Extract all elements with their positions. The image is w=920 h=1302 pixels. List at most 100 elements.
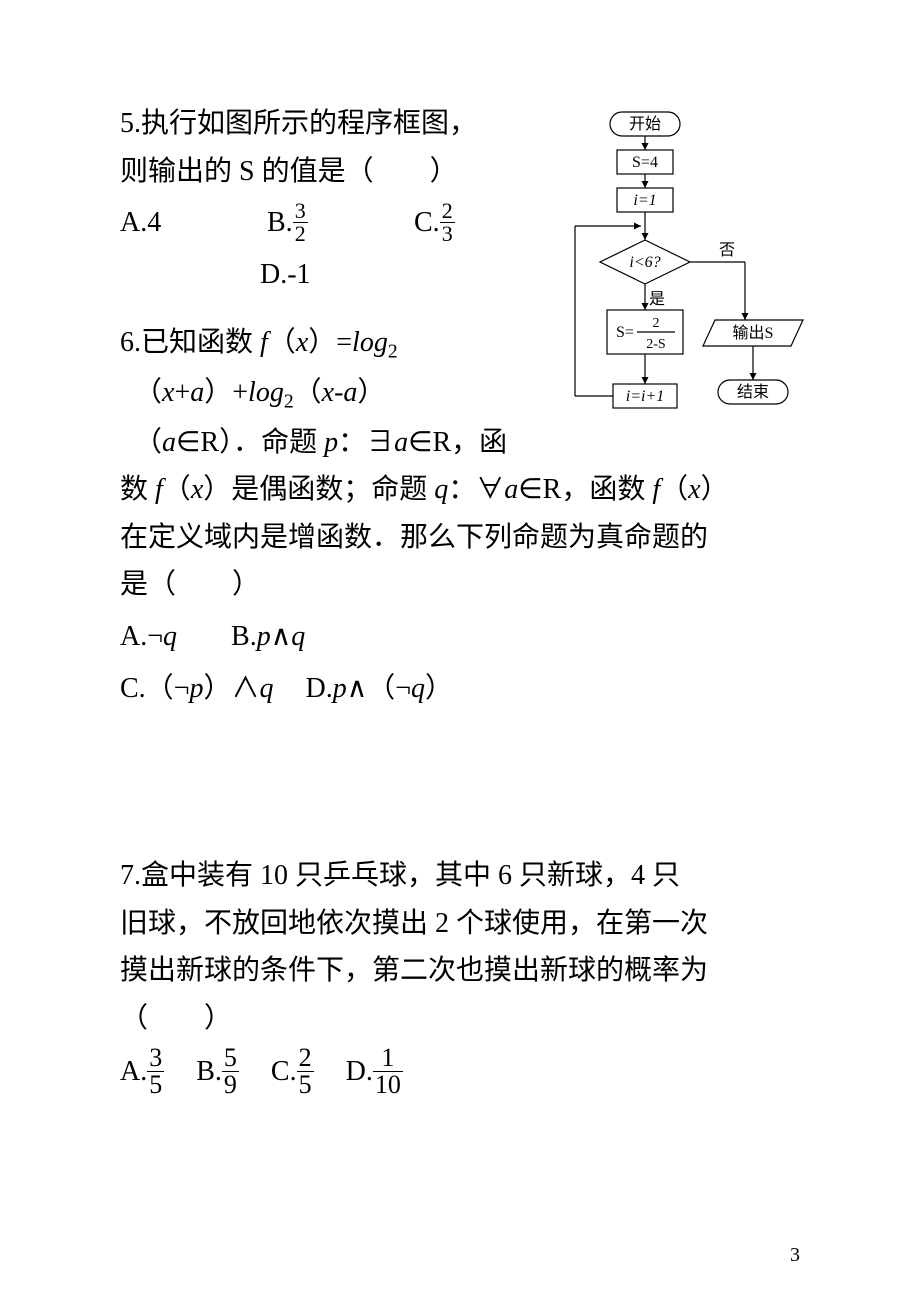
q6-l2-f: log xyxy=(248,377,284,408)
q6-options-row1: A.¬q B.p∧q xyxy=(120,613,810,661)
q6-l4-f: q xyxy=(434,474,448,505)
q7-d-frac: 110 xyxy=(373,1045,403,1098)
q6-l1-g: 2 xyxy=(388,341,398,362)
page-content: 5.执行如图所示的程序框图， 则输出的 S 的值是（ ） A.4 B.32 C.… xyxy=(0,0,920,1100)
q7-c-num: 2 xyxy=(297,1045,314,1072)
q7-line3: 摸出新球的条件下，第二次也摸出新球的概率为 xyxy=(120,947,810,995)
q7-options: A.35 B.59 C.25 D.110 xyxy=(120,1047,810,1100)
q5-b-num: 3 xyxy=(293,200,308,223)
q7-c-frac: 25 xyxy=(297,1045,314,1098)
fc-s-num: 2 xyxy=(653,316,660,331)
q6-l1-f: log xyxy=(352,327,388,358)
q6-l1-a: 6.已知函数 xyxy=(120,327,260,358)
q7-c-pre: C. xyxy=(271,1056,297,1087)
q5-c-label: C. xyxy=(414,207,440,238)
q5-b-frac: 32 xyxy=(293,200,308,245)
fc-no: 否 xyxy=(719,242,735,259)
q7-b-den: 9 xyxy=(222,1072,239,1098)
q6-l1-e: ）= xyxy=(308,327,352,358)
q6-l3-e: ：∃ xyxy=(338,427,394,458)
fc-yes: 是 xyxy=(649,291,665,308)
fc-s-pre: S= xyxy=(616,324,634,341)
q6-l3-b: a xyxy=(162,427,176,458)
q6-l2-a: （ xyxy=(134,377,162,408)
q6-l2-l: ） xyxy=(357,377,385,408)
fc-s-init: S=4 xyxy=(632,154,658,171)
q6-c-mid: ）∧ xyxy=(203,673,259,704)
question-5: 5.执行如图所示的程序框图， 则输出的 S 的值是（ ） A.4 B.32 C.… xyxy=(120,100,540,299)
q7-a-den: 5 xyxy=(147,1072,164,1098)
q7-b-pre: B. xyxy=(196,1056,222,1087)
q6-l3-d: p xyxy=(324,427,338,458)
q6-c-neg: ¬ xyxy=(174,673,190,704)
fc-i-inc: i=i+1 xyxy=(626,388,664,405)
q6-l2-i: x xyxy=(322,377,334,408)
fc-output: 输出S xyxy=(733,324,774,342)
q6-b-and: ∧ xyxy=(271,621,292,652)
q5-option-d: D.-1 xyxy=(260,251,540,299)
q5-c-num: 2 xyxy=(440,200,455,223)
q5-d-label: D. xyxy=(260,259,287,290)
flowchart-diagram: 开始 S=4 i=1 i<6? 否 输出S 结束 是 xyxy=(555,110,815,445)
q7-line2: 旧球，不放回地依次摸出 2 个球使用，在第一次 xyxy=(120,900,810,948)
fc-s-den: 2-S xyxy=(646,337,665,352)
q6-l4-e: ）是偶函数；命题 xyxy=(203,474,434,505)
q6-l3-c: ∈R）．命题 xyxy=(176,427,324,458)
q6-b-p: p xyxy=(257,621,271,652)
q6-l1-d: x xyxy=(296,327,308,358)
q6-line5: 在定义域内是增函数．那么下列命题为真命题的 xyxy=(120,514,810,562)
q6-line4: 数 f（x）是偶函数；命题 q：∀a∈R，函数 f（x） xyxy=(120,466,810,514)
q7-a-num: 3 xyxy=(147,1045,164,1072)
q5-option-c: C.23 xyxy=(414,199,455,247)
q5-c-frac: 23 xyxy=(440,200,455,245)
q6-l4-g: ：∀ xyxy=(448,474,504,505)
q6-l4-m: ） xyxy=(701,474,729,505)
q6-l2-j: - xyxy=(334,377,343,408)
q6-c-q: q xyxy=(260,673,274,704)
q6-b-q: q xyxy=(291,621,305,652)
q5-b-label: B. xyxy=(267,207,293,238)
q5-option-a: A.4 xyxy=(120,199,260,247)
q6-a-q: q xyxy=(163,621,177,652)
q6-l3-f: a xyxy=(394,427,408,458)
q5-a-label: A. xyxy=(120,207,147,238)
q6-c-pre: C.（ xyxy=(120,673,174,704)
q6-a-neg: ¬ xyxy=(147,621,163,652)
fc-cond: i<6? xyxy=(629,254,660,271)
q6-l4-b: f xyxy=(155,474,163,505)
q6-l4-d: x xyxy=(191,474,203,505)
q6-d-pre: D. xyxy=(306,673,333,704)
q6-l4-k: （ xyxy=(660,474,688,505)
q5-options-row1: A.4 B.32 C.23 xyxy=(120,199,540,247)
q6-l4-l: x xyxy=(688,474,700,505)
q6-l4-i: ∈R，函数 xyxy=(518,474,652,505)
q5-b-den: 2 xyxy=(293,223,308,245)
q5-stem-line2: 则输出的 S 的值是（ ） xyxy=(120,148,540,196)
q7-b-frac: 59 xyxy=(222,1045,239,1098)
q6-line1: 6.已知函数 f（x）=log2 xyxy=(120,319,540,369)
q6-l2-e: ）+ xyxy=(204,377,248,408)
q6-line6: 是（ ） xyxy=(120,561,810,609)
q6-options-row2: C.（¬p）∧q D.p∧（¬q） xyxy=(120,665,810,713)
q7-a-pre: A. xyxy=(120,1056,147,1087)
q6-l1-c: （ xyxy=(268,327,296,358)
q6-l4-a: 数 xyxy=(120,474,155,505)
q6-l2-c: + xyxy=(174,377,190,408)
q6-d-end: ） xyxy=(425,673,453,704)
fc-end: 结束 xyxy=(737,383,769,401)
q6-l2-h: （ xyxy=(294,377,322,408)
q7-line1: 7.盒中装有 10 只乒乓球，其中 6 只新球，4 只 xyxy=(120,852,810,900)
fc-i-init: i=1 xyxy=(633,192,656,209)
q6-b-pre: B. xyxy=(231,621,257,652)
q6-c-p: p xyxy=(189,673,203,704)
q6-l2-k: a xyxy=(343,377,357,408)
q7-d-pre: D. xyxy=(346,1056,373,1087)
q5-stem-line1: 5.执行如图所示的程序框图， xyxy=(120,100,540,148)
q6-l3-a: （ xyxy=(134,427,162,458)
q5-option-b: B.32 xyxy=(267,199,407,247)
q6-d-q: q xyxy=(411,673,425,704)
q6-l4-j: f xyxy=(652,474,660,505)
q6-d-neg: ¬ xyxy=(395,673,411,704)
q6-l3-g: ∈R，函 xyxy=(408,427,507,458)
q7-b-num: 5 xyxy=(222,1045,239,1072)
